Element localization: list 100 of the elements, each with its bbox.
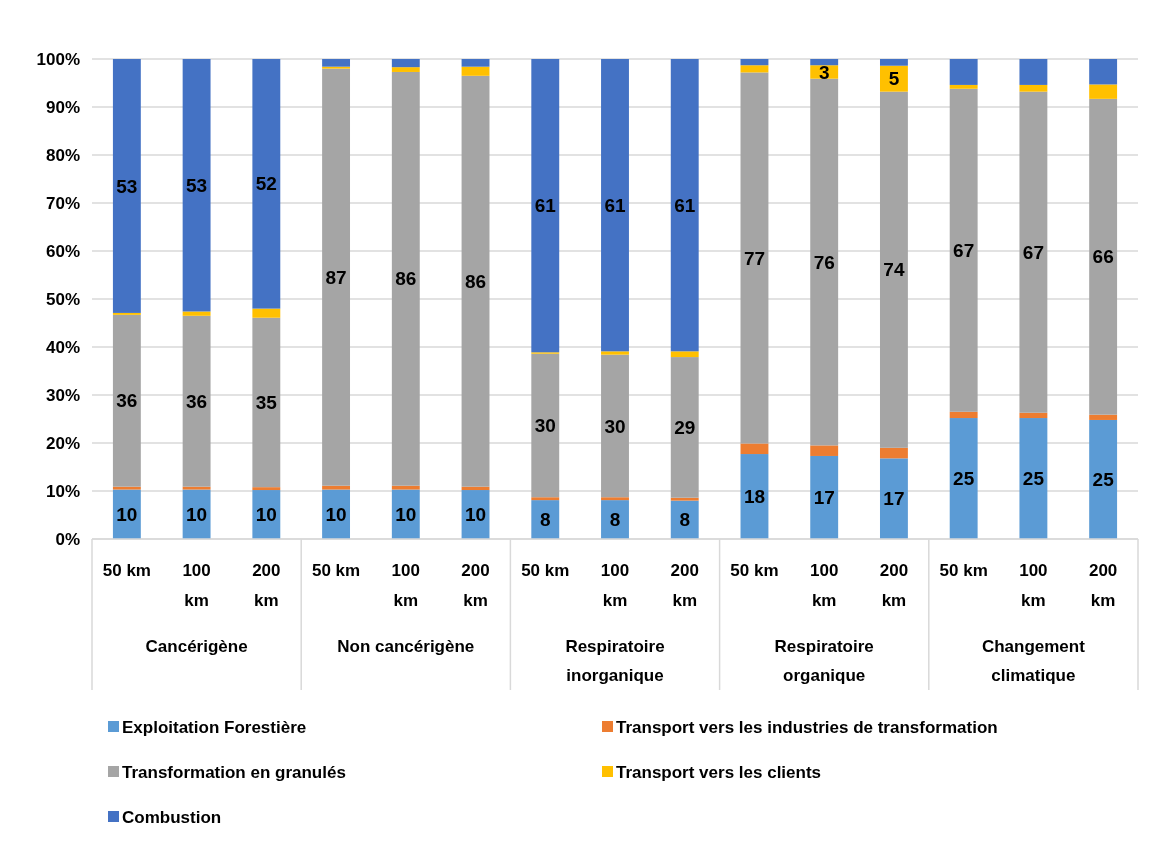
legend-label: Transformation en granulés bbox=[122, 762, 346, 782]
data-label: 10 bbox=[395, 503, 417, 525]
bar bbox=[1089, 98, 1118, 415]
data-label: 36 bbox=[186, 390, 208, 412]
bar bbox=[670, 497, 699, 501]
data-label: 10 bbox=[325, 503, 347, 525]
bar bbox=[531, 59, 560, 353]
y-tick-label: 20% bbox=[45, 433, 80, 453]
bar bbox=[531, 497, 560, 501]
data-label: 86 bbox=[395, 268, 417, 290]
text: Cancérigène bbox=[145, 637, 248, 656]
legend-label: Transport vers les industries de transformation bbox=[616, 717, 998, 737]
data-label: 25 bbox=[1022, 468, 1045, 490]
y-tick-label: 10% bbox=[45, 481, 80, 501]
data-label: 30 bbox=[604, 415, 626, 437]
x-tick-label: 100 km bbox=[600, 561, 630, 610]
bar bbox=[670, 59, 699, 352]
data-label: 30 bbox=[534, 415, 556, 437]
bar bbox=[670, 351, 699, 358]
bar bbox=[740, 65, 769, 73]
x-tick-label: 50 km bbox=[311, 561, 361, 580]
x-tick-label: 100 km bbox=[810, 561, 839, 610]
data-label: 67 bbox=[953, 239, 975, 261]
bar bbox=[949, 84, 978, 89]
bar bbox=[112, 59, 141, 313]
bar bbox=[112, 486, 141, 490]
text: Non cancérigène bbox=[337, 637, 475, 656]
bar bbox=[810, 59, 839, 66]
bar bbox=[391, 485, 420, 490]
y-tick-label: 80% bbox=[45, 145, 80, 165]
x-tick-label: 100 km bbox=[391, 561, 420, 610]
x-tick-label: 100 km bbox=[1019, 561, 1048, 610]
bar bbox=[322, 485, 351, 490]
data-label: 86 bbox=[464, 270, 487, 292]
data-label: 29 bbox=[674, 417, 696, 439]
data-label: 52 bbox=[255, 173, 277, 195]
legend-label: Exploitation Forestière bbox=[122, 717, 307, 737]
data-label: 3 bbox=[818, 61, 830, 83]
data-label: 10 bbox=[116, 503, 138, 525]
bar bbox=[391, 67, 420, 72]
bar bbox=[252, 487, 281, 491]
y-tick-label: 60% bbox=[45, 241, 80, 261]
bar bbox=[391, 71, 420, 486]
bar bbox=[601, 497, 629, 501]
data-label: 5 bbox=[888, 68, 900, 90]
y-tick-label: 30% bbox=[45, 385, 80, 405]
bar bbox=[112, 314, 141, 487]
bar bbox=[949, 59, 978, 85]
bar bbox=[182, 59, 211, 312]
bar bbox=[949, 88, 978, 412]
bar bbox=[1089, 419, 1118, 539]
bar bbox=[1019, 418, 1048, 539]
bar bbox=[670, 357, 699, 498]
data-label: 17 bbox=[883, 488, 905, 510]
data-label: 8 bbox=[679, 509, 691, 531]
bar bbox=[1089, 414, 1118, 420]
bar bbox=[252, 317, 281, 488]
data-label: 53 bbox=[186, 174, 208, 196]
data-label: 25 bbox=[1092, 469, 1115, 491]
data-label: 61 bbox=[534, 195, 557, 217]
x-tick-label: 50 km bbox=[939, 561, 988, 580]
data-label: 53 bbox=[116, 175, 138, 197]
bar bbox=[601, 351, 629, 355]
bar bbox=[252, 59, 281, 309]
x-tick-label: 200 km bbox=[670, 561, 699, 610]
bar bbox=[461, 75, 490, 487]
bar bbox=[1019, 59, 1048, 85]
bar bbox=[182, 486, 211, 490]
data-label: 77 bbox=[743, 247, 766, 269]
bar bbox=[1019, 84, 1048, 92]
x-tick-label: 50 km bbox=[102, 561, 151, 580]
bar bbox=[1089, 59, 1118, 85]
data-label: 17 bbox=[813, 487, 835, 509]
bar bbox=[461, 66, 490, 76]
data-label: 87 bbox=[325, 266, 347, 288]
bar bbox=[810, 455, 839, 539]
y-tick-label: 40% bbox=[45, 337, 80, 357]
data-label: 10 bbox=[255, 504, 277, 526]
text: Respiratoire organique bbox=[774, 637, 874, 685]
legend-label: Combustion bbox=[122, 807, 222, 827]
data-label: 25 bbox=[953, 468, 975, 490]
bar bbox=[531, 353, 560, 498]
x-tick-label: 100 km bbox=[182, 561, 211, 610]
data-label: 10 bbox=[186, 503, 208, 525]
bar bbox=[740, 72, 769, 444]
data-label: 10 bbox=[464, 504, 487, 526]
bar bbox=[601, 354, 629, 498]
bar bbox=[879, 59, 908, 66]
bar bbox=[949, 411, 978, 419]
bar bbox=[879, 91, 908, 448]
bar bbox=[391, 59, 420, 68]
x-tick-label: 50 km bbox=[521, 561, 570, 580]
y-tick-label: 0% bbox=[55, 529, 80, 549]
data-label: 76 bbox=[813, 251, 835, 273]
bar bbox=[879, 447, 908, 459]
bar bbox=[810, 445, 839, 456]
y-tick-label: 70% bbox=[45, 193, 80, 213]
data-label: 66 bbox=[1092, 246, 1114, 268]
x-tick-label: 200 km bbox=[461, 561, 490, 610]
bar bbox=[182, 315, 211, 487]
